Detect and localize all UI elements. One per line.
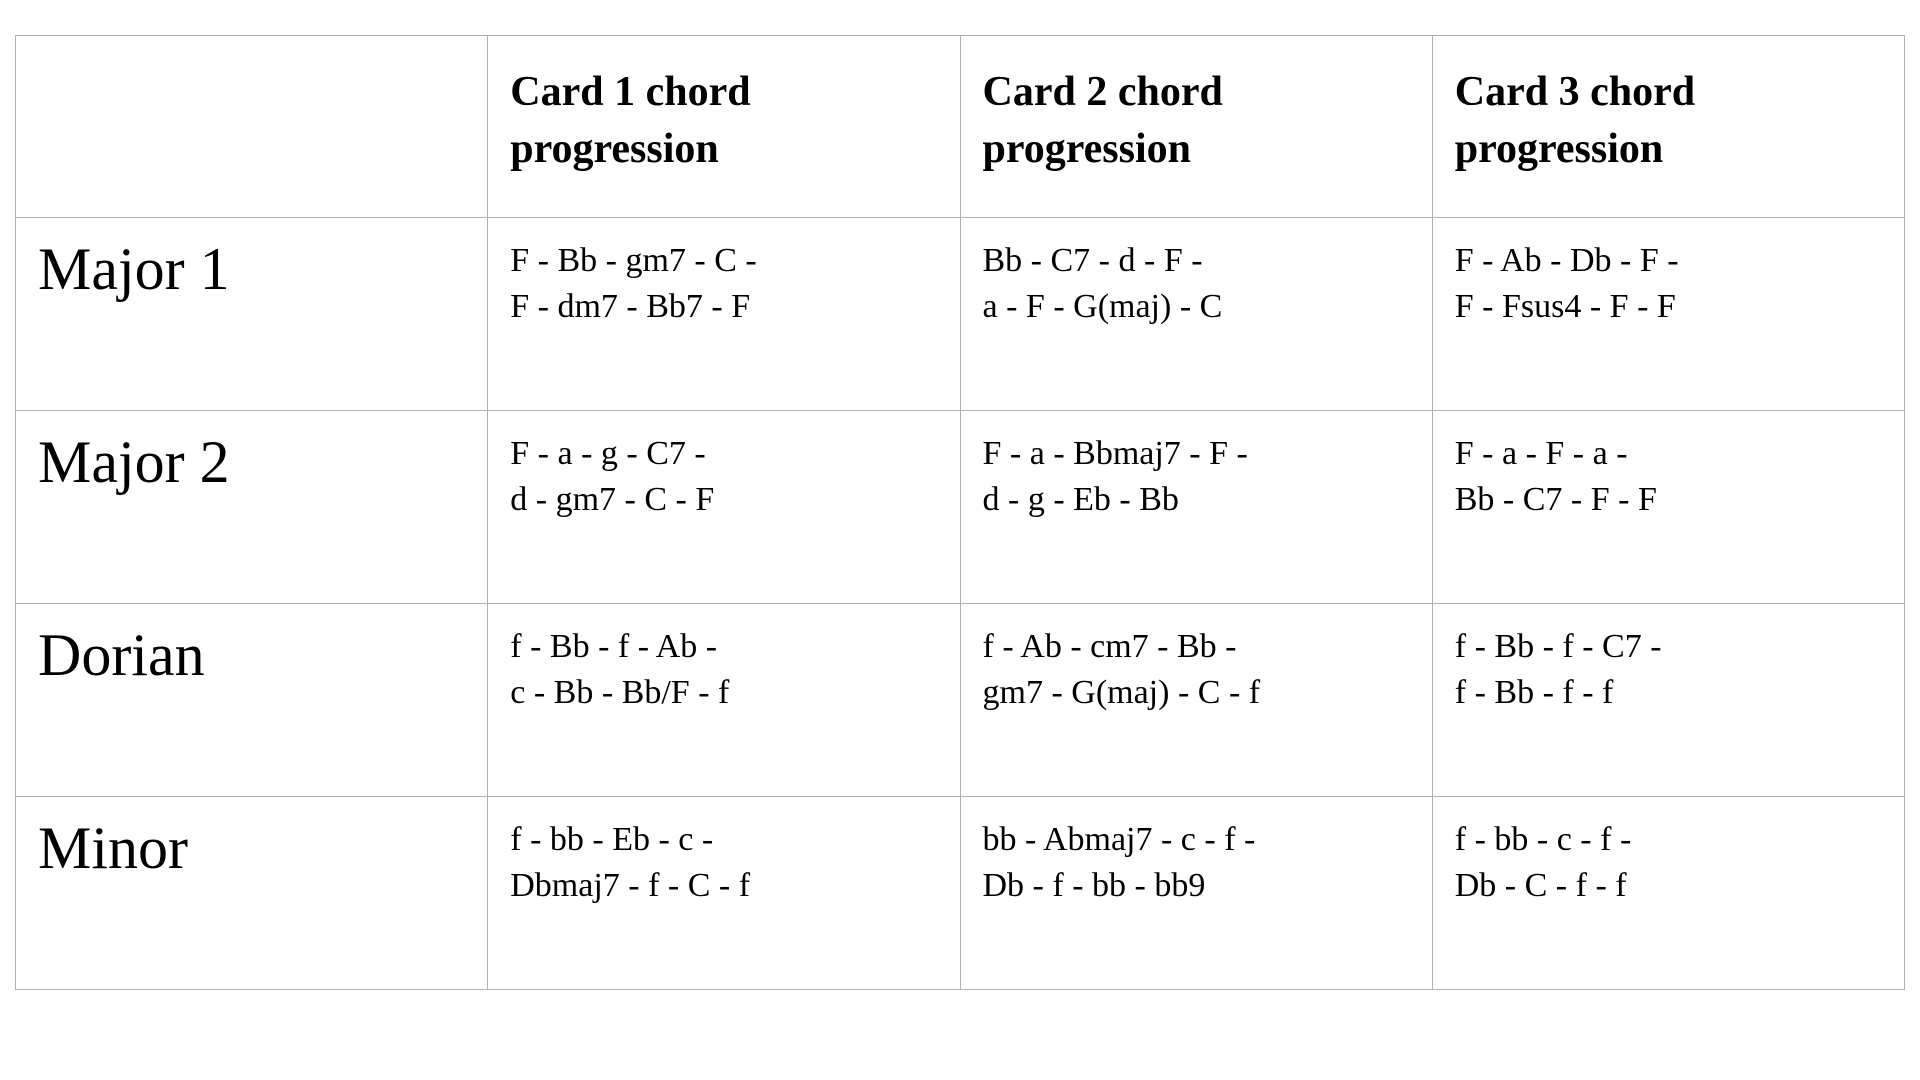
cell-major2-card2: F - a - Bbmaj7 - F - d - g - Eb - Bb — [960, 411, 1432, 604]
cell-line: Db - f - bb - bb9 — [983, 863, 1410, 909]
table-row: Minor f - bb - Eb - c - Dbmaj7 - f - C -… — [16, 796, 1905, 989]
row-label-minor: Minor — [16, 796, 488, 989]
cell-line: F - Bb - gm7 - C - — [510, 238, 937, 284]
cell-line: f - Bb - f - C7 - — [1455, 624, 1882, 670]
cell-line: Bb - C7 - F - F — [1455, 477, 1882, 523]
cell-line: Db - C - f - f — [1455, 863, 1882, 909]
cell-line: F - dm7 - Bb7 - F — [510, 284, 937, 330]
cell-line: Bb - C7 - d - F - — [983, 238, 1410, 284]
table-corner-cell — [16, 36, 488, 218]
cell-line: F - a - g - C7 - — [510, 431, 937, 477]
column-header-card2: Card 2 chord progression — [960, 36, 1432, 218]
row-label-dorian: Dorian — [16, 603, 488, 796]
table-row: Major 2 F - a - g - C7 - d - gm7 - C - F… — [16, 411, 1905, 604]
cell-major1-card3: F - Ab - Db - F - F - Fsus4 - F - F — [1432, 218, 1904, 411]
column-header-card1: Card 1 chord progression — [488, 36, 960, 218]
cell-line: f - Ab - cm7 - Bb - — [983, 624, 1410, 670]
cell-line: gm7 - G(maj) - C - f — [983, 670, 1410, 716]
cell-minor-card1: f - bb - Eb - c - Dbmaj7 - f - C - f — [488, 796, 960, 989]
cell-minor-card3: f - bb - c - f - Db - C - f - f — [1432, 796, 1904, 989]
cell-minor-card2: bb - Abmaj7 - c - f - Db - f - bb - bb9 — [960, 796, 1432, 989]
cell-line: bb - Abmaj7 - c - f - — [983, 817, 1410, 863]
cell-line: d - g - Eb - Bb — [983, 477, 1410, 523]
cell-line: F - a - F - a - — [1455, 431, 1882, 477]
cell-line: Dbmaj7 - f - C - f — [510, 863, 937, 909]
cell-major2-card1: F - a - g - C7 - d - gm7 - C - F — [488, 411, 960, 604]
cell-line: d - gm7 - C - F — [510, 477, 937, 523]
cell-line: F - Ab - Db - F - — [1455, 238, 1882, 284]
cell-line: f - bb - Eb - c - — [510, 817, 937, 863]
cell-dorian-card3: f - Bb - f - C7 - f - Bb - f - f — [1432, 603, 1904, 796]
cell-line: f - bb - c - f - — [1455, 817, 1882, 863]
cell-dorian-card1: f - Bb - f - Ab - c - Bb - Bb/F - f — [488, 603, 960, 796]
cell-line: c - Bb - Bb/F - f — [510, 670, 937, 716]
table-row: Dorian f - Bb - f - Ab - c - Bb - Bb/F -… — [16, 603, 1905, 796]
cell-line: f - Bb - f - Ab - — [510, 624, 937, 670]
row-label-major2: Major 2 — [16, 411, 488, 604]
cell-major1-card2: Bb - C7 - d - F - a - F - G(maj) - C — [960, 218, 1432, 411]
cell-major2-card3: F - a - F - a - Bb - C7 - F - F — [1432, 411, 1904, 604]
cell-dorian-card2: f - Ab - cm7 - Bb - gm7 - G(maj) - C - f — [960, 603, 1432, 796]
table-header-row: Card 1 chord progression Card 2 chord pr… — [16, 36, 1905, 218]
table-row: Major 1 F - Bb - gm7 - C - F - dm7 - Bb7… — [16, 218, 1905, 411]
column-header-card3: Card 3 chord progression — [1432, 36, 1904, 218]
cell-line: F - Fsus4 - F - F — [1455, 284, 1882, 330]
cell-line: F - a - Bbmaj7 - F - — [983, 431, 1410, 477]
row-label-major1: Major 1 — [16, 218, 488, 411]
cell-major1-card1: F - Bb - gm7 - C - F - dm7 - Bb7 - F — [488, 218, 960, 411]
cell-line: f - Bb - f - f — [1455, 670, 1882, 716]
cell-line: a - F - G(maj) - C — [983, 284, 1410, 330]
chord-progression-table: Card 1 chord progression Card 2 chord pr… — [15, 35, 1905, 990]
